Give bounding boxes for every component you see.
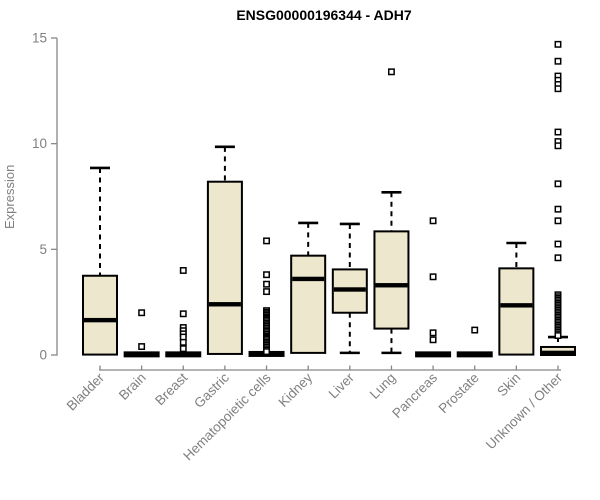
box-flat [415,351,452,358]
x-category-label: Bladder [64,370,108,414]
outlier-point [263,271,270,279]
outlier-point [554,85,562,93]
x-category-label: Pancreas [389,370,440,421]
outlier-point [138,343,146,350]
median-line [333,287,366,292]
x-category-label: Breast [152,370,190,408]
outlier-point [554,332,562,340]
box [373,230,410,330]
median-line [500,303,533,308]
outlier-point [471,326,479,334]
chart-title: ENSG00000196344 - ADH7 [236,7,412,23]
outlier-point [388,68,395,76]
box-flat [456,351,493,358]
outlier-point [554,142,562,150]
outlier-point [554,205,562,213]
outlier-point [179,310,187,318]
outlier-point [263,237,270,245]
x-category-label: Unknown / Other [483,370,566,453]
outlier-point [554,217,562,225]
outlier-point [263,280,270,288]
outlier-point [179,345,187,353]
x-category-label: Lung [367,370,399,402]
box [206,180,243,355]
outlier-point [554,128,562,136]
median-line [84,317,116,323]
outlier-point [554,254,562,262]
x-category-label: Liver [326,370,358,402]
outlier-point [554,40,562,48]
outlier-point [554,180,562,188]
outlier-point [263,288,270,296]
y-tick-label: 0 [39,348,47,363]
outlier-point [138,309,146,317]
box [82,274,118,356]
median-line [208,302,241,307]
median-line [292,276,325,282]
outlier-point [429,217,437,225]
x-category-label: Kidney [276,370,316,410]
box-flat [123,351,160,358]
median-line [375,283,408,288]
outlier-point [263,348,270,356]
x-category-label: Skin [494,370,523,399]
outlier-point [429,273,437,281]
outlier-point [179,267,187,274]
y-tick-label: 5 [39,242,47,257]
x-category-label: Brain [116,370,149,403]
outlier-point [554,57,562,65]
box [498,267,535,356]
median-line [541,350,574,356]
outlier-point [179,338,187,346]
box [290,254,327,354]
outlier-point [554,240,562,248]
box-flat [165,351,202,358]
x-category-label: Gastric [191,370,232,411]
y-tick-label: 15 [32,31,47,46]
y-tick-label: 10 [32,136,47,151]
x-category-label: Prostate [436,370,482,416]
outlier-point [429,329,437,337]
outlier-point [429,336,437,344]
